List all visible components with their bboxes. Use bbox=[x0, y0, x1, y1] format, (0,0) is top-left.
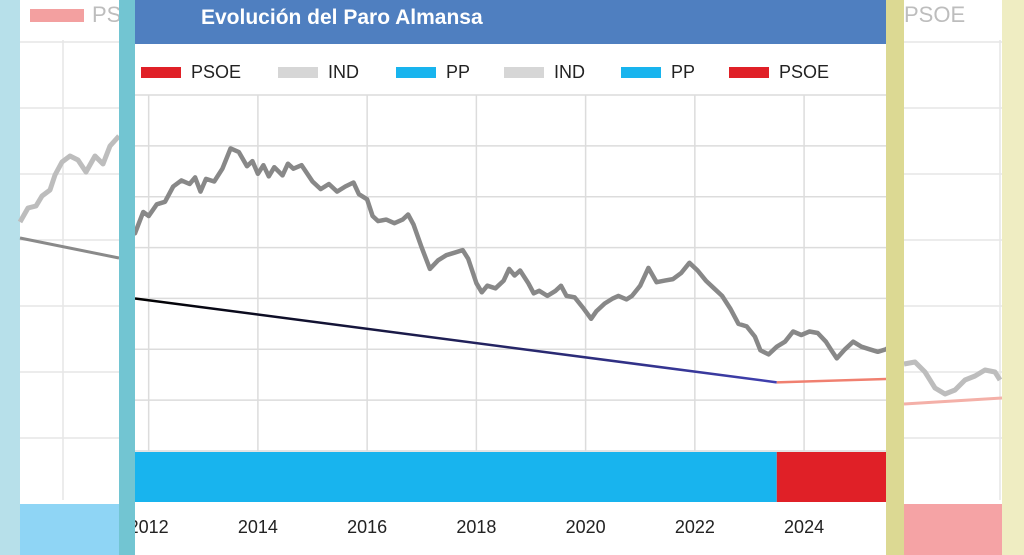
x-tick-label: 2022 bbox=[675, 517, 715, 537]
x-tick-label: 2014 bbox=[238, 517, 278, 537]
background-party-band-left bbox=[20, 504, 119, 555]
x-axis-ticks: 2012 2014 2016 2018 2020 2022 2024 bbox=[135, 517, 824, 537]
party-band bbox=[776, 452, 886, 502]
x-tick-label: 2016 bbox=[347, 517, 387, 537]
card-left-border bbox=[119, 0, 135, 555]
legend-swatch bbox=[141, 67, 181, 78]
x-tick-label: 2018 bbox=[456, 517, 496, 537]
legend-swatch bbox=[396, 67, 436, 78]
chart-svg: 2012 2014 2016 2018 2020 2022 2024 bbox=[135, 94, 886, 537]
background-line-right bbox=[903, 359, 1003, 397]
trend-line bbox=[776, 377, 886, 384]
legend-label: PP bbox=[671, 62, 696, 82]
chart-legend: PSOE IND PP IND PP PSOE bbox=[135, 62, 886, 88]
party-band bbox=[135, 452, 777, 502]
chart-title: Evolución del Paro Almansa bbox=[201, 6, 483, 29]
chart-header: Evolución del Paro Almansa bbox=[135, 0, 886, 44]
series-lines bbox=[135, 146, 886, 361]
legend-swatch bbox=[729, 67, 769, 78]
legend-item[interactable]: IND bbox=[504, 62, 585, 83]
x-tick-label: 2012 bbox=[135, 517, 169, 537]
legend-item[interactable]: PP bbox=[396, 62, 470, 83]
legend-label: PSOE bbox=[779, 62, 830, 82]
background-trend-left bbox=[19, 236, 120, 260]
legend-label: IND bbox=[328, 62, 359, 82]
legend-swatch bbox=[504, 67, 544, 78]
gridlines bbox=[135, 94, 886, 452]
trend-line bbox=[135, 297, 777, 384]
legend-label: PP bbox=[446, 62, 471, 82]
background-line-left bbox=[17, 134, 121, 224]
background-legend-label-right: PSOE bbox=[904, 2, 966, 27]
legend-item[interactable]: IND bbox=[278, 62, 359, 83]
legend-item[interactable]: PSOE bbox=[729, 62, 829, 83]
series-line bbox=[135, 146, 886, 361]
background-party-band-right bbox=[904, 504, 1002, 555]
background-gridlines bbox=[20, 40, 1002, 500]
trend-lines bbox=[135, 297, 886, 384]
legend-item[interactable]: PSOE bbox=[141, 62, 241, 83]
x-tick-label: 2024 bbox=[784, 517, 824, 537]
x-tick-label: 2020 bbox=[566, 517, 606, 537]
chart-card: 2012 2014 2016 2018 2020 2022 2024 Evolución d… bbox=[135, 0, 886, 555]
card-right-border bbox=[886, 0, 904, 555]
legend-swatch bbox=[621, 67, 661, 78]
legend-swatch bbox=[278, 67, 318, 78]
background-legend-swatch bbox=[30, 9, 84, 22]
party-bands bbox=[135, 452, 886, 502]
background-trend-right bbox=[903, 396, 1003, 406]
legend-label: PSOE bbox=[191, 62, 242, 82]
background-left-strip bbox=[0, 0, 20, 555]
legend-label: IND bbox=[554, 62, 585, 82]
background-right-strip bbox=[1002, 0, 1024, 555]
legend-item[interactable]: PP bbox=[621, 62, 695, 83]
